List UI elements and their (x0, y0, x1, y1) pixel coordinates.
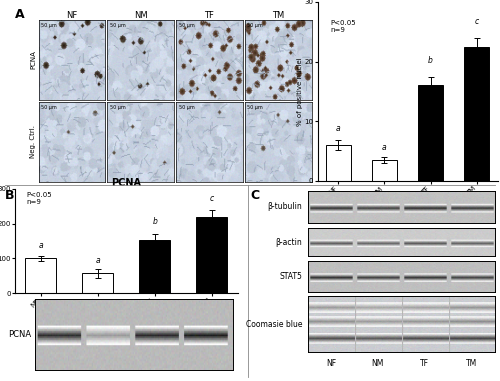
Text: c: c (210, 194, 214, 203)
Text: Coomasie blue: Coomasie blue (246, 320, 302, 329)
Bar (196, 217, 228, 293)
Text: 50 μm: 50 μm (110, 105, 126, 110)
Bar (372, 160, 397, 181)
Text: a: a (382, 143, 387, 152)
Title: TF: TF (204, 11, 214, 20)
Bar (418, 85, 443, 181)
Bar (464, 47, 489, 181)
Text: NF: NF (326, 359, 336, 368)
Title: PCNA: PCNA (392, 0, 422, 1)
Text: 50 μm: 50 μm (41, 23, 57, 28)
Text: c: c (474, 17, 479, 26)
Text: 50 μm: 50 μm (41, 105, 57, 110)
Text: β-tubulin: β-tubulin (268, 202, 302, 211)
Bar (139, 240, 170, 293)
Text: NM: NM (372, 359, 384, 368)
Text: 50 μm: 50 μm (178, 105, 194, 110)
Title: NM: NM (134, 11, 147, 20)
Text: a: a (336, 124, 340, 133)
Text: 50 μm: 50 μm (110, 23, 126, 28)
Text: C: C (250, 189, 259, 202)
Bar (326, 145, 351, 181)
Text: TM: TM (466, 359, 477, 368)
Text: a: a (96, 256, 100, 265)
Bar (25, 258, 56, 293)
Text: A: A (15, 8, 24, 21)
Text: b: b (428, 56, 433, 65)
Text: TF: TF (420, 359, 429, 368)
Text: β-actin: β-actin (276, 237, 302, 247)
Bar (82, 274, 114, 293)
Text: a: a (38, 242, 43, 250)
Text: Neg. Ctrl.: Neg. Ctrl. (30, 125, 36, 158)
Y-axis label: % of positive nuclei: % of positive nuclei (297, 57, 303, 126)
Y-axis label: PCNA: PCNA (8, 330, 31, 339)
Text: 50 μm: 50 μm (178, 23, 194, 28)
Title: NF: NF (66, 11, 78, 20)
Title: TM: TM (272, 11, 284, 20)
Text: B: B (5, 189, 15, 202)
Text: P<0.05
n=9: P<0.05 n=9 (26, 192, 52, 205)
Text: 50 μm: 50 μm (248, 105, 263, 110)
Text: 50 μm: 50 μm (248, 23, 263, 28)
Title: PCNA: PCNA (111, 178, 142, 188)
Text: STAT5: STAT5 (280, 272, 302, 281)
Text: b: b (152, 217, 157, 226)
Text: PCNA: PCNA (30, 51, 36, 69)
Text: P<0.05
n=9: P<0.05 n=9 (330, 20, 355, 33)
